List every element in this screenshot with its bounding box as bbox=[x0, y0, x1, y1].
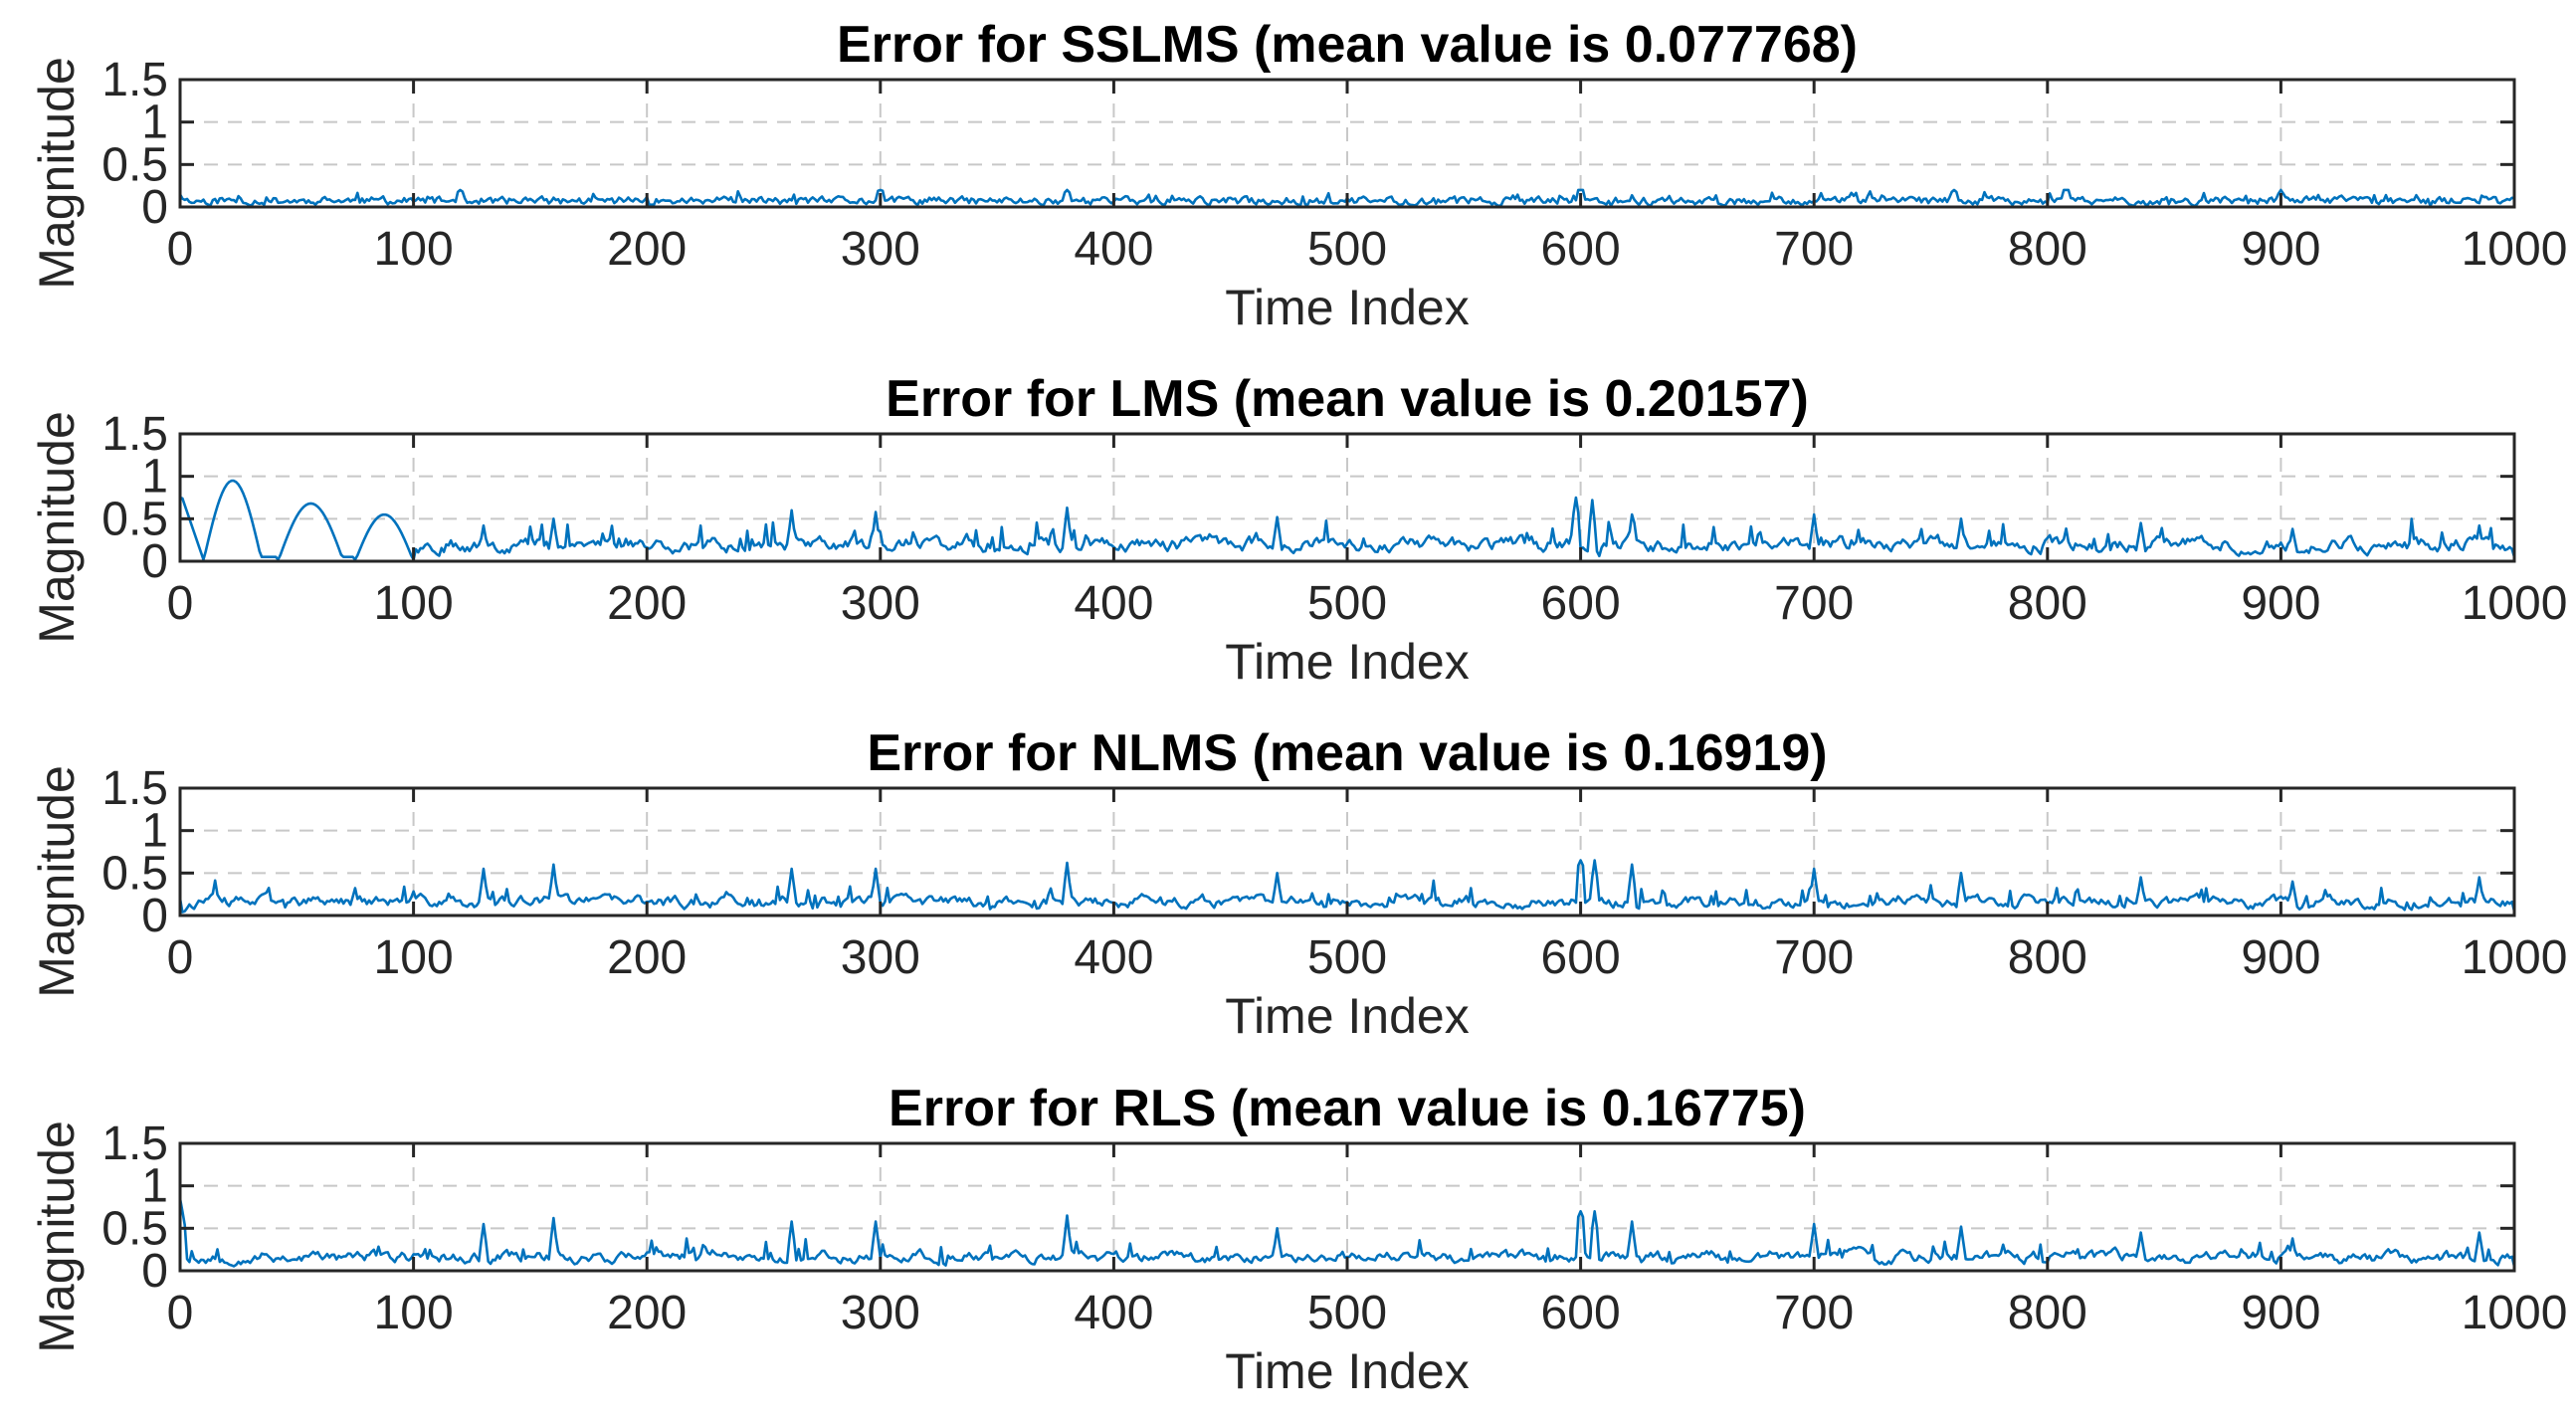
subplot-4: 0 100 200 300 400 500 600 700 800 900 100000.511.5… bbox=[29, 1080, 2567, 1399]
x-tick-label: 300 bbox=[841, 223, 920, 276]
chart-title: Error for RLS (mean value is 0.16775) bbox=[889, 1080, 1806, 1137]
x-tick-label: 400 bbox=[1074, 223, 1153, 276]
y-tick-label: 0 bbox=[141, 181, 168, 234]
y-tick-label: 0 bbox=[141, 890, 168, 942]
x-tick-label: 800 bbox=[2008, 931, 2087, 984]
x-tick-label: 300 bbox=[841, 931, 920, 984]
x-tick-label: 0 bbox=[167, 1287, 194, 1339]
x-tick-label: 1000 bbox=[2462, 577, 2568, 630]
chart-title: Error for SSLMS (mean value is 0.077768) bbox=[837, 16, 1858, 74]
x-tick-label: 400 bbox=[1074, 931, 1153, 984]
x-axis-label: Time Index bbox=[1225, 988, 1469, 1044]
x-tick-label: 500 bbox=[1307, 1287, 1387, 1339]
x-tick-label: 500 bbox=[1307, 577, 1387, 630]
series-line bbox=[179, 479, 2516, 561]
x-tick-label: 0 bbox=[167, 577, 194, 630]
x-tick-label: 500 bbox=[1307, 931, 1387, 984]
y-tick-label: 1.5 bbox=[101, 762, 168, 815]
x-tick-label: 200 bbox=[607, 577, 687, 630]
x-tick-label: 800 bbox=[2008, 223, 2087, 276]
x-tick-label: 100 bbox=[374, 931, 454, 984]
subplot-1: 0 100 200 300 400 500 600 700 800 900 100000.511.5… bbox=[29, 16, 2567, 335]
x-tick-label: 1000 bbox=[2462, 1287, 2568, 1339]
x-tick-label: 700 bbox=[1774, 1287, 1854, 1339]
y-tick-label: 1.5 bbox=[101, 408, 168, 461]
y-tick-label: 0.5 bbox=[101, 847, 168, 900]
x-tick-label: 700 bbox=[1774, 577, 1854, 630]
x-tick-label: 600 bbox=[1541, 1287, 1621, 1339]
y-axis-label: Magnitude bbox=[29, 765, 85, 998]
x-tick-label: 600 bbox=[1541, 223, 1621, 276]
y-tick-label: 1 bbox=[141, 451, 168, 504]
chart-title: Error for LMS (mean value is 0.20157) bbox=[886, 370, 1809, 428]
x-tick-label: 200 bbox=[607, 931, 687, 984]
x-tick-label: 200 bbox=[607, 223, 687, 276]
x-axis-label: Time Index bbox=[1225, 280, 1469, 335]
x-tick-label: 700 bbox=[1774, 223, 1854, 276]
x-tick-label: 400 bbox=[1074, 577, 1153, 630]
y-tick-label: 0.5 bbox=[101, 138, 168, 191]
x-tick-label: 900 bbox=[2241, 577, 2320, 630]
y-axis-label: Magnitude bbox=[29, 57, 85, 290]
y-tick-label: 0.5 bbox=[101, 1202, 168, 1255]
x-axis-label: Time Index bbox=[1225, 634, 1469, 690]
x-tick-label: 900 bbox=[2241, 931, 2320, 984]
x-tick-label: 800 bbox=[2008, 577, 2087, 630]
x-tick-label: 900 bbox=[2241, 1287, 2320, 1339]
y-tick-label: 0 bbox=[141, 535, 168, 588]
x-tick-label: 500 bbox=[1307, 223, 1387, 276]
x-tick-label: 1000 bbox=[2462, 931, 2568, 984]
y-tick-label: 1.5 bbox=[101, 1118, 168, 1170]
y-tick-label: 1 bbox=[141, 97, 168, 149]
y-axis-label: Magnitude bbox=[29, 1120, 85, 1353]
y-tick-label: 0 bbox=[141, 1245, 168, 1298]
y-tick-label: 1 bbox=[141, 1160, 168, 1213]
y-tick-label: 0.5 bbox=[101, 493, 168, 545]
x-tick-label: 600 bbox=[1541, 931, 1621, 984]
y-tick-label: 1 bbox=[141, 805, 168, 858]
x-tick-label: 300 bbox=[841, 577, 920, 630]
x-tick-label: 700 bbox=[1774, 931, 1854, 984]
x-tick-label: 300 bbox=[841, 1287, 920, 1339]
x-tick-label: 200 bbox=[607, 1287, 687, 1339]
subplot-2: 0 100 200 300 400 500 600 700 800 900 100000.511.5… bbox=[29, 370, 2567, 690]
x-tick-label: 900 bbox=[2241, 223, 2320, 276]
x-tick-label: 0 bbox=[167, 223, 194, 276]
x-tick-label: 800 bbox=[2008, 1287, 2087, 1339]
x-tick-label: 400 bbox=[1074, 1287, 1153, 1339]
x-tick-label: 0 bbox=[167, 931, 194, 984]
x-tick-label: 100 bbox=[374, 223, 454, 276]
y-axis-label: Magnitude bbox=[29, 411, 85, 644]
x-tick-label: 1000 bbox=[2462, 223, 2568, 276]
x-tick-label: 100 bbox=[374, 577, 454, 630]
subplot-3: 0 100 200 300 400 500 600 700 800 900 100000.511.5… bbox=[29, 724, 2567, 1044]
chart-title: Error for NLMS (mean value is 0.16919) bbox=[867, 724, 1827, 782]
x-axis-label: Time Index bbox=[1225, 1343, 1469, 1399]
x-tick-label: 100 bbox=[374, 1287, 454, 1339]
x-tick-label: 600 bbox=[1541, 577, 1621, 630]
y-tick-label: 1.5 bbox=[101, 54, 168, 106]
